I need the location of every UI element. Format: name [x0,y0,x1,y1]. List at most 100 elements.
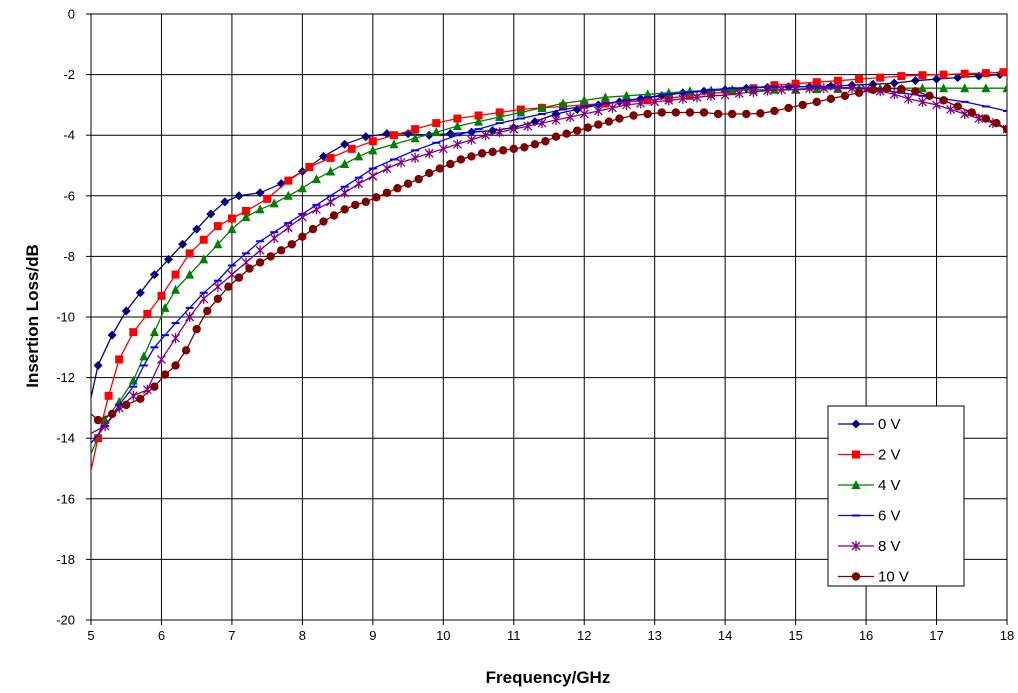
data-point [925,91,934,101]
data-point [277,246,286,255]
data-point [516,107,526,117]
data-point [326,153,335,162]
data-point [298,232,307,241]
data-point [107,330,117,340]
data-point [424,148,434,159]
data-point [149,327,159,337]
data-point [868,85,878,94]
data-point [537,118,547,129]
data-point [685,91,694,100]
legend-label: 10 V [878,569,909,586]
data-point [93,415,103,425]
data-point [340,187,350,198]
data-point [368,137,377,146]
data-point [819,83,829,94]
data-point [438,143,448,154]
data-point [889,78,899,88]
data-point [372,193,381,202]
data-point [551,115,561,126]
data-point [664,95,674,106]
data-point [1002,124,1007,134]
data-point [150,382,159,391]
data-point [939,96,948,105]
data-point [692,92,702,103]
legend-item: 4 V [838,477,901,494]
data-point [305,163,314,172]
data-point [382,188,392,197]
data-point [728,109,737,119]
legend-label: 4 V [878,477,901,494]
data-point [213,294,223,304]
x-tick-label: 14 [718,628,732,643]
data-point [139,351,149,361]
data-point [854,88,864,97]
data-point [425,168,434,178]
data-point [361,132,371,142]
data-point [393,184,402,193]
data-point [199,235,208,244]
data-point [932,99,941,110]
data-point [354,151,364,161]
data-point [340,139,350,149]
y-tick-label: -2 [63,67,75,82]
data-point [410,133,420,143]
data-point [185,249,194,258]
data-point [798,100,807,110]
x-tick-label: 11 [507,628,521,643]
data-point [629,111,638,120]
data-point [495,112,505,122]
legend-marker [852,450,860,459]
data-point [206,209,216,219]
data-point [474,116,484,126]
data-point [203,306,212,316]
series-10v [91,84,1007,425]
data-point [477,149,487,158]
legend-item: 8 V [838,538,901,555]
data-point [311,174,321,184]
data-point [171,284,181,294]
data-point [600,92,610,102]
data-point [622,90,632,100]
data-point [685,108,695,117]
y-tick-label: -6 [63,188,75,203]
data-point [227,269,237,280]
data-point [509,144,518,154]
data-point [410,152,420,163]
data-point [297,183,307,193]
data-point [340,158,350,168]
data-point [812,97,821,107]
data-point [171,333,181,344]
data-point [326,196,336,207]
x-tick-label: 9 [369,628,376,643]
x-tick-label: 5 [87,628,94,643]
legend-label: 6 V [878,508,901,525]
legend-item: 10 V [838,569,909,586]
legend-label: 2 V [878,447,901,464]
data-point [530,140,540,149]
data-point [565,112,575,123]
legend-marker [851,480,861,489]
data-point [431,127,441,137]
x-tick-label: 10 [436,628,450,643]
data-point [432,119,441,128]
data-point [756,109,765,118]
data-point [770,106,779,116]
data-point [636,98,646,109]
data-point [283,222,293,233]
data-point [537,102,547,112]
data-point [456,155,466,164]
data-point [276,179,286,189]
data-point [329,211,339,220]
data-point [791,84,801,95]
data-point [136,394,145,404]
data-point [104,391,113,400]
data-point [960,83,970,93]
data-point [939,83,949,93]
data-point [319,151,329,161]
data-point [403,179,413,188]
data-point [580,100,589,109]
data-point [115,355,124,364]
data-point [435,164,444,173]
data-point [224,282,233,291]
data-point [135,288,145,298]
